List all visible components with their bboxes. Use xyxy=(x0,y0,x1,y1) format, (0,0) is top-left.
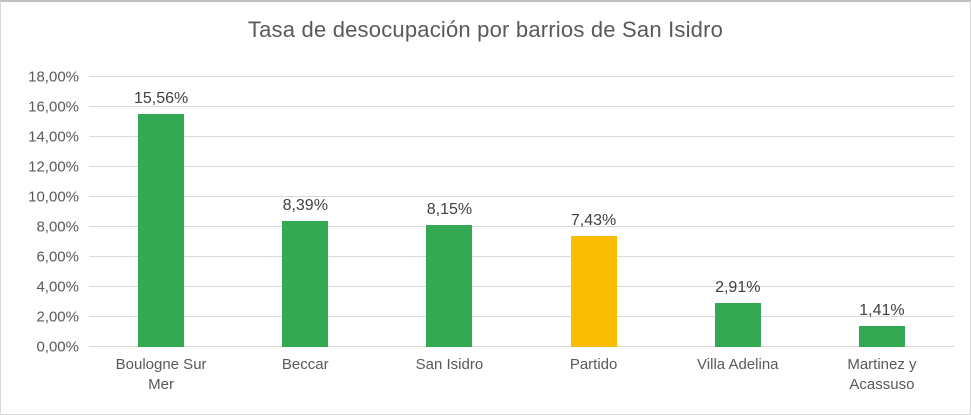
bar-column-boulogne-sur-mer: 15,56% xyxy=(89,77,233,347)
bar-column-villa-adelina: 2,91% xyxy=(666,77,810,347)
y-axis-tick-label: 16,00% xyxy=(28,98,79,116)
bar-columns: 15,56% 8,39% 8,15% 7,43% 2,91% 1,41% xyxy=(89,77,954,347)
bar-boulogne-sur-mer xyxy=(138,113,185,347)
gridline xyxy=(89,106,954,107)
bar-value-label-beccar: 8,39% xyxy=(282,197,328,215)
x-axis-tick-label: Partido xyxy=(569,356,618,373)
gridline xyxy=(89,196,954,197)
y-axis-tick-label: 12,00% xyxy=(28,158,79,176)
gridline xyxy=(89,316,954,317)
y-axis-tick-label: 6,00% xyxy=(36,248,79,266)
x-axis-tick-label: Villa Adelina xyxy=(697,356,779,373)
x-axis-tick-label: Boulogne Sur Mer xyxy=(115,356,207,393)
gridline xyxy=(89,226,954,227)
y-axis-tick-label: 4,00% xyxy=(36,278,79,296)
bar-martinez-y-acassuso xyxy=(858,325,905,347)
gridline xyxy=(89,286,954,287)
y-axis-tick-label: 14,00% xyxy=(28,128,79,146)
x-axis-tick-san-isidro: San Isidro xyxy=(377,355,521,394)
y-axis: 0,00% 2,00% 4,00% 6,00% 8,00% 10,00% 12,00% 14,… xyxy=(1,69,81,356)
x-axis-tick-villa-adelina: Villa Adelina xyxy=(666,355,810,394)
y-axis-tick-label: 10,00% xyxy=(28,188,79,206)
y-axis-tick-label: 8,00% xyxy=(36,218,79,236)
bar-value-label-boulogne-sur-mer: 15,56% xyxy=(133,89,189,107)
x-axis-tick-label: Beccar xyxy=(281,356,329,373)
y-axis-tick-label: 2,00% xyxy=(36,308,79,326)
gridline xyxy=(89,256,954,257)
bar-value-label-martinez-y-acassuso: 1,41% xyxy=(859,301,905,319)
chart-title: Tasa de desocupación por barrios de San … xyxy=(247,17,724,42)
bar-column-martinez-y-acassuso: 1,41% xyxy=(810,77,954,347)
x-axis-tick-label: San Isidro xyxy=(415,356,484,373)
gridline xyxy=(89,76,954,77)
x-axis-tick-partido: Partido xyxy=(522,355,666,394)
bar-san-isidro xyxy=(426,224,473,347)
x-axis: Boulogne Sur Mer Beccar San Isidro Partido V… xyxy=(89,355,954,394)
x-axis-tick-label: Martinez y Acassuso xyxy=(847,356,917,393)
bar-value-label-san-isidro: 8,15% xyxy=(426,200,473,218)
plot-area: 15,56% 8,39% 8,15% 7,43% 2,91% 1,41% xyxy=(89,76,954,347)
gridline xyxy=(89,166,954,167)
x-axis-tick-martinez-y-acassuso: Martinez y Acassuso xyxy=(810,355,954,394)
gridline xyxy=(89,136,954,137)
y-axis-tick-label: 0,00% xyxy=(36,338,79,356)
y-axis-tick-label: 18,00% xyxy=(28,68,79,86)
bar-value-label-villa-adelina: 2,91% xyxy=(715,279,761,297)
bar-column-partido: 7,43% xyxy=(522,77,666,347)
bar-partido xyxy=(570,235,617,347)
bar-column-beccar: 8,39% xyxy=(233,77,377,347)
bar-value-label-partido: 7,43% xyxy=(570,211,617,229)
x-axis-tick-beccar: Beccar xyxy=(233,355,377,394)
bar-beccar xyxy=(282,221,329,347)
bar-villa-adelina xyxy=(714,303,761,347)
bar-column-san-isidro: 8,15% xyxy=(377,77,521,347)
x-axis-tick-boulogne-sur-mer: Boulogne Sur Mer xyxy=(89,355,233,394)
gridline xyxy=(89,346,954,347)
